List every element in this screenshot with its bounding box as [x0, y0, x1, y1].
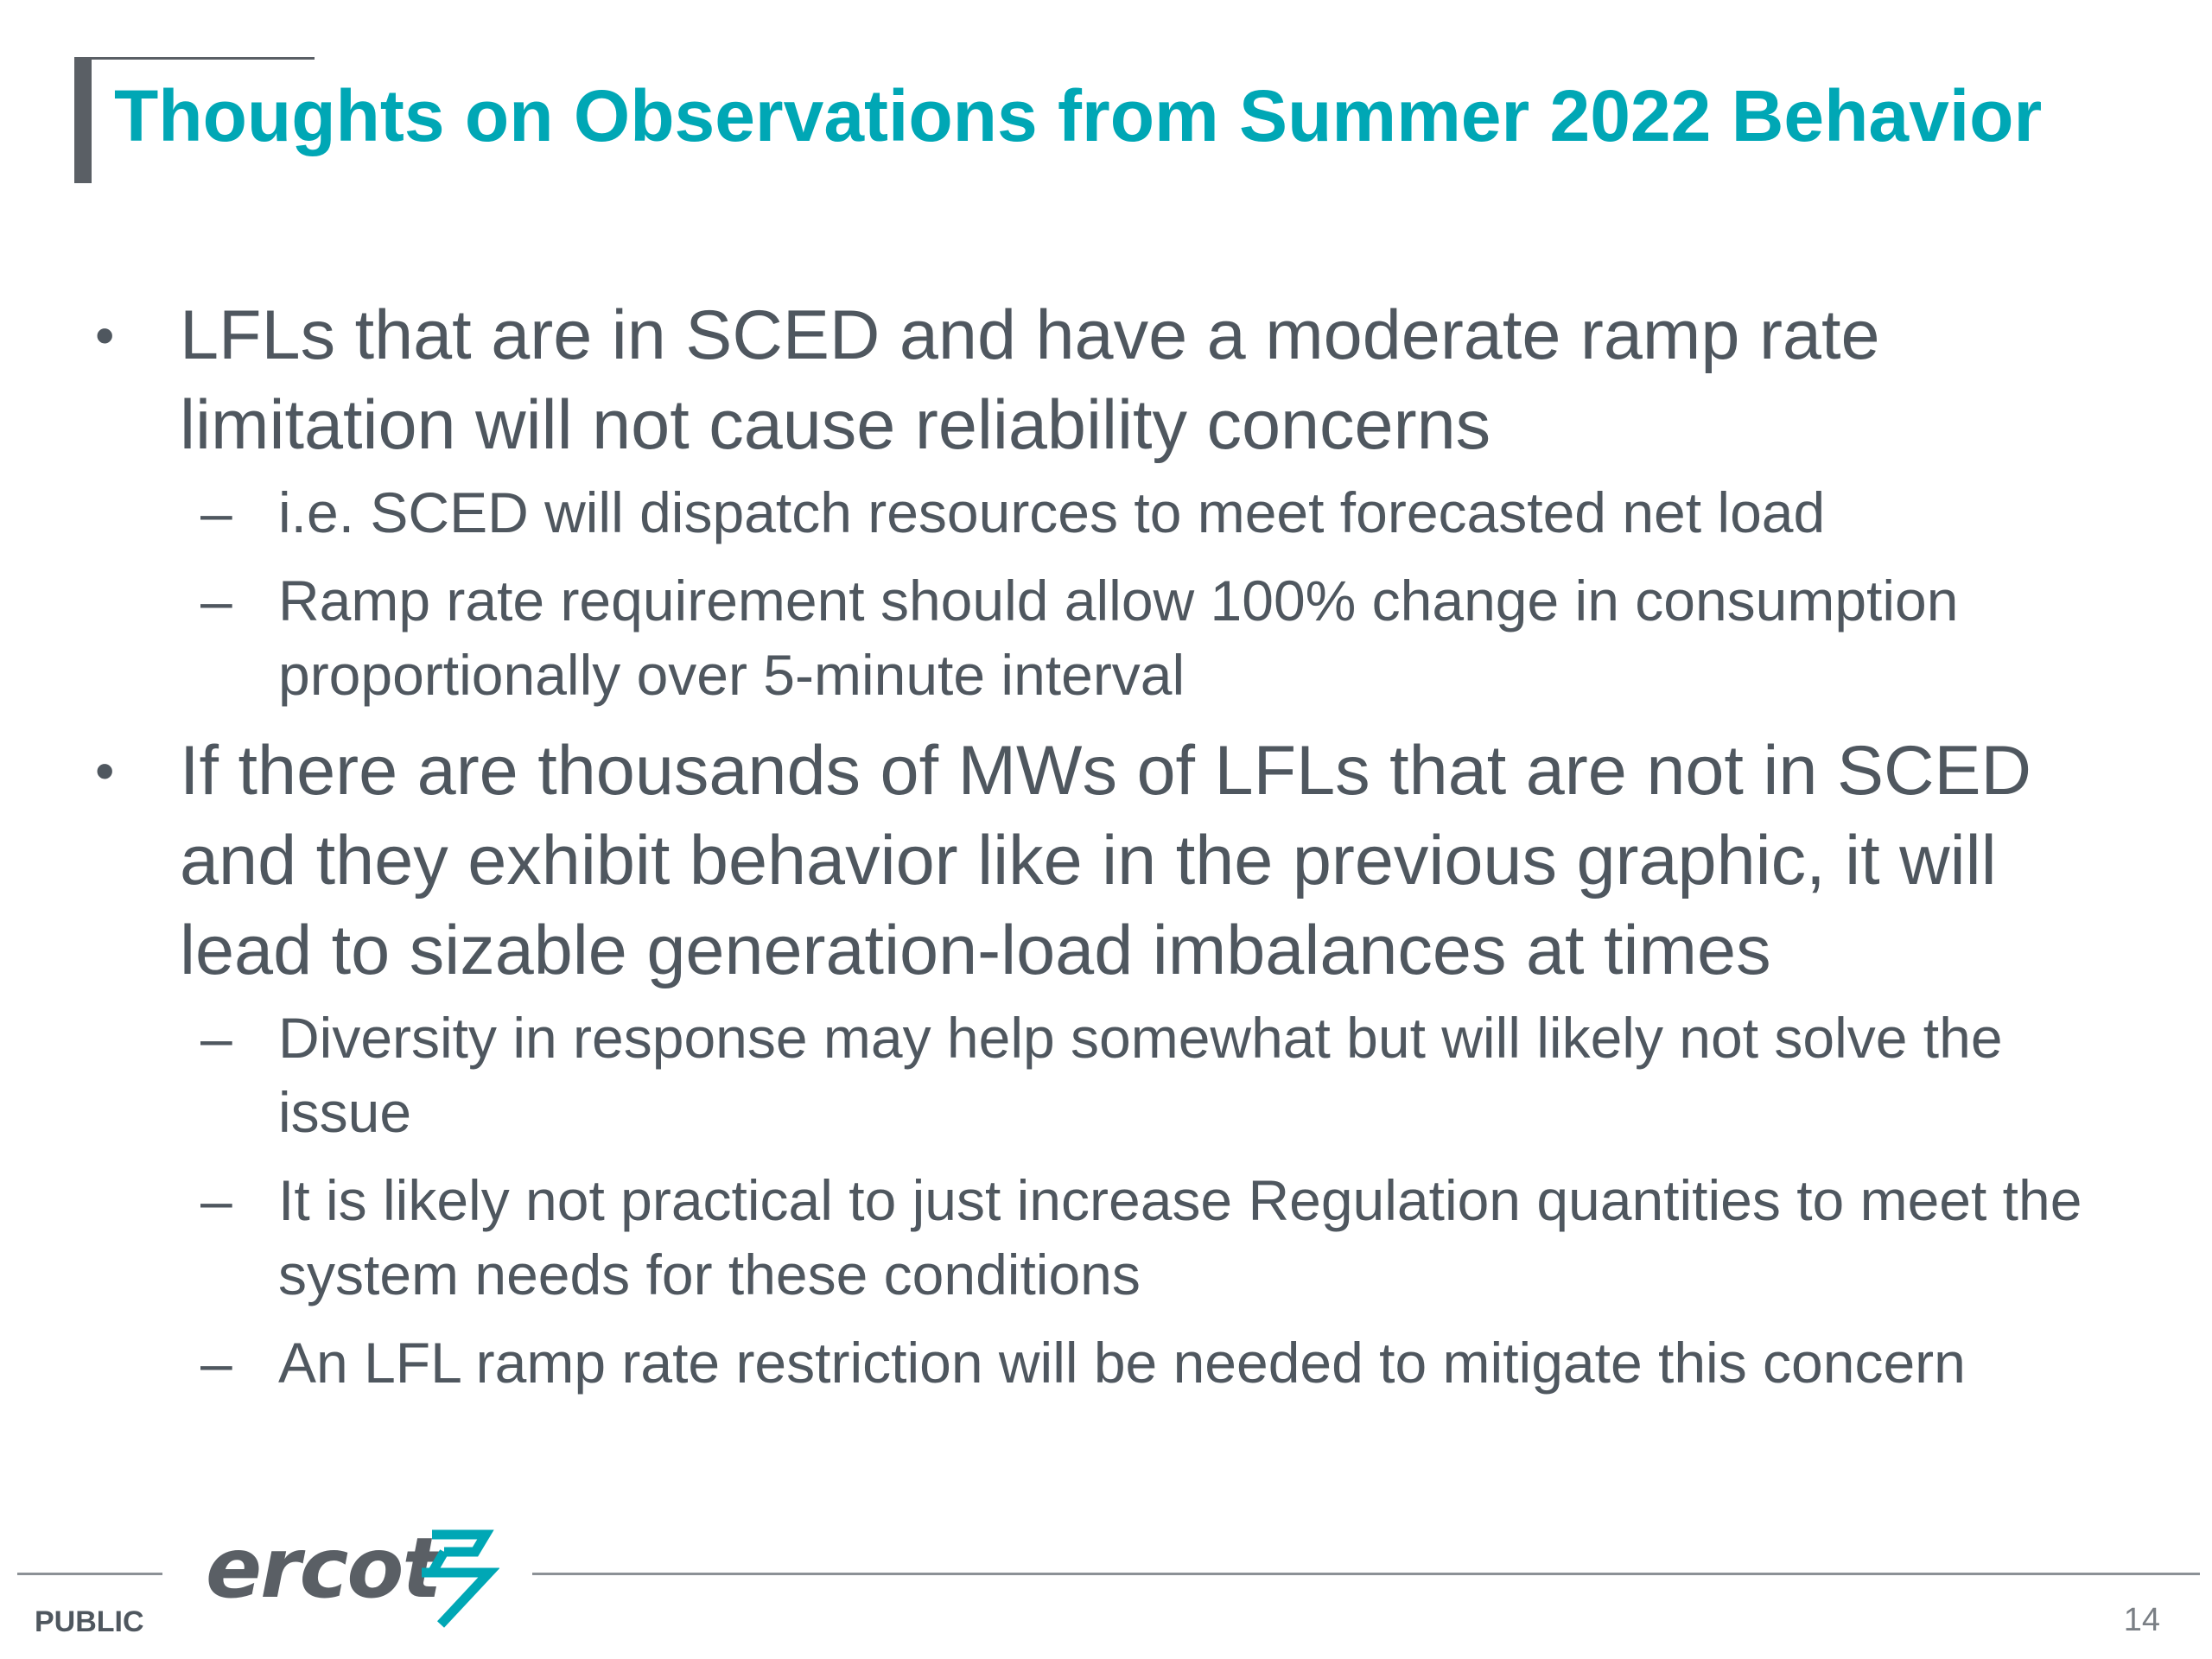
- bullet-2: • If there are thousands of MWs of LFLs …: [92, 726, 2148, 995]
- page-number: 14: [2123, 1602, 2160, 1638]
- sub-bullet-1-2-text: Ramp rate requirement should allow 100% …: [278, 569, 1959, 707]
- title-accent-bar: [74, 57, 92, 183]
- sub-bullet-1-1: – i.e. SCED will dispatch resources to m…: [92, 475, 2148, 550]
- sub-bullet-1-1-text: i.e. SCED will dispatch resources to mee…: [278, 480, 1826, 544]
- bullet-1-text: LFLs that are in SCED and have a moderat…: [180, 296, 1880, 464]
- sub-bullet-2-3-text: An LFL ramp rate restriction will be nee…: [278, 1331, 1966, 1395]
- bullet-marker: •: [95, 740, 115, 802]
- slide-title: Thoughts on Observations from Summer 202…: [114, 75, 2043, 156]
- slide-content: • LFLs that are in SCED and have a moder…: [92, 290, 2148, 1414]
- footer-rule-left: [17, 1573, 162, 1575]
- bullet-marker: •: [95, 304, 115, 366]
- sub-bullet-2-2: – It is likely not practical to just inc…: [92, 1163, 2148, 1312]
- dash-marker: –: [200, 569, 232, 632]
- bullet-1: • LFLs that are in SCED and have a moder…: [92, 290, 2148, 470]
- title-accent-rule: [74, 57, 315, 60]
- sub-bullet-2-3: – An LFL ramp rate restriction will be n…: [92, 1325, 2148, 1400]
- dash-marker: –: [200, 480, 232, 544]
- bullet-2-text: If there are thousands of MWs of LFLs th…: [180, 732, 2032, 989]
- dash-marker: –: [200, 1331, 232, 1395]
- dash-marker: –: [200, 1006, 232, 1070]
- ercot-bolt-icon: [422, 1529, 499, 1628]
- ercot-logo: ercot: [206, 1521, 499, 1633]
- dash-marker: –: [200, 1168, 232, 1232]
- sub-bullet-2-1-text: Diversity in response may help somewhat …: [278, 1006, 2003, 1144]
- footer-rule-right: [532, 1573, 2200, 1575]
- sub-bullet-2-1: – Diversity in response may help somewha…: [92, 1001, 2148, 1149]
- sub-bullet-2-2-text: It is likely not practical to just incre…: [278, 1168, 2082, 1306]
- ercot-logo-text: ercot: [206, 1520, 442, 1617]
- bullet-1-sublist: – i.e. SCED will dispatch resources to m…: [92, 475, 2148, 712]
- classification-label: PUBLIC: [35, 1605, 144, 1638]
- bullet-2-sublist: – Diversity in response may help somewha…: [92, 1001, 2148, 1400]
- sub-bullet-1-2: – Ramp rate requirement should allow 100…: [92, 563, 2148, 712]
